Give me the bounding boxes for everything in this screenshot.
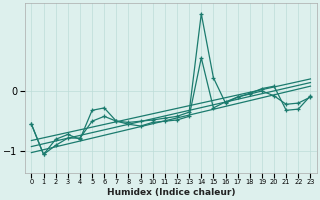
X-axis label: Humidex (Indice chaleur): Humidex (Indice chaleur): [107, 188, 235, 197]
